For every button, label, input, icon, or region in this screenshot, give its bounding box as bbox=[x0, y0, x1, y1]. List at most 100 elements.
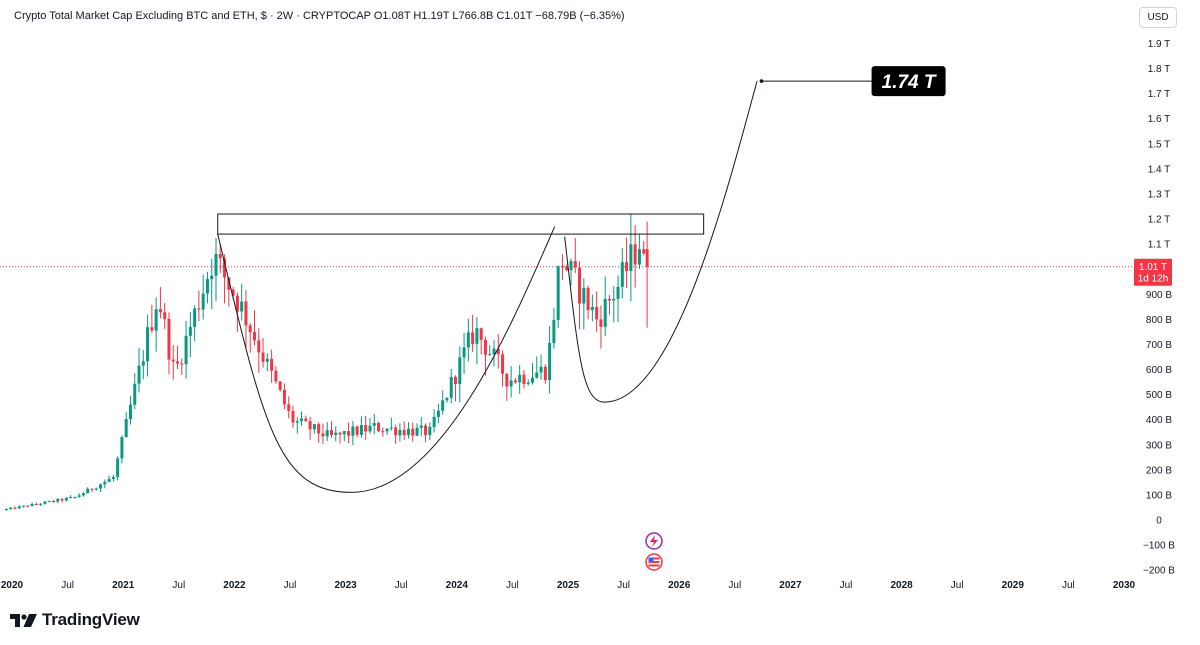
candle-body bbox=[642, 249, 646, 254]
y-tick-label: 800 B bbox=[1146, 315, 1172, 326]
x-tick-label: Jul bbox=[61, 580, 74, 591]
y-tick-label: −100 B bbox=[1143, 541, 1175, 552]
candle-body bbox=[501, 354, 505, 374]
candle bbox=[312, 423, 316, 434]
candle-body bbox=[150, 327, 154, 331]
candle-body bbox=[612, 298, 616, 301]
candle bbox=[287, 396, 291, 419]
candle-body bbox=[454, 377, 458, 385]
candle bbox=[535, 356, 539, 379]
economic-events[interactable] bbox=[645, 532, 663, 571]
candle bbox=[150, 304, 154, 333]
candle bbox=[394, 424, 398, 444]
candle bbox=[282, 383, 286, 410]
y-tick-label: 1.1 T bbox=[1148, 240, 1171, 251]
candle bbox=[428, 422, 432, 441]
candle bbox=[47, 500, 51, 502]
candle-body bbox=[445, 397, 449, 401]
candle-body bbox=[188, 326, 192, 336]
drawing-tools[interactable] bbox=[217, 79, 872, 493]
candle-body bbox=[51, 500, 55, 502]
resistance-zone-rectangle[interactable] bbox=[217, 213, 705, 235]
candle bbox=[526, 379, 530, 386]
candle-body bbox=[64, 497, 68, 501]
cup-curve-large[interactable] bbox=[217, 226, 556, 493]
candle-body bbox=[17, 506, 21, 509]
candle-body bbox=[428, 426, 432, 436]
y-tick-label: 500 B bbox=[1146, 390, 1172, 401]
x-tick-label: Jul bbox=[1062, 580, 1075, 591]
y-tick-label: 300 B bbox=[1146, 440, 1172, 451]
candle bbox=[633, 225, 637, 288]
candle bbox=[488, 345, 492, 356]
candle bbox=[616, 275, 620, 322]
candle-body bbox=[475, 328, 479, 344]
candle-body bbox=[73, 496, 77, 498]
candle-body bbox=[432, 416, 436, 427]
candle-body bbox=[355, 426, 359, 435]
candle bbox=[4, 508, 8, 511]
cup-curve-small[interactable] bbox=[564, 80, 758, 403]
candle-body bbox=[30, 503, 34, 507]
candle bbox=[411, 422, 415, 442]
candle-body bbox=[223, 258, 227, 278]
candle bbox=[90, 488, 94, 493]
candle bbox=[492, 340, 496, 367]
candle-body bbox=[518, 374, 522, 383]
candle-body bbox=[625, 262, 629, 272]
candle bbox=[385, 427, 389, 435]
price-chart[interactable]: 1.9 T 1.8 T 1.7 T 1.6 T 1.5 T 1.4 T 1.3 T 1.2 T… bbox=[0, 0, 1200, 600]
candle bbox=[398, 423, 402, 442]
candle-body bbox=[539, 366, 543, 373]
candle bbox=[342, 430, 346, 442]
tradingview-logo-icon bbox=[10, 614, 37, 627]
candle-body bbox=[483, 339, 487, 355]
target-price-callout[interactable]: 1.74 T bbox=[871, 66, 946, 97]
candle-body bbox=[338, 432, 342, 435]
candle bbox=[454, 375, 458, 402]
candle-body bbox=[244, 301, 248, 326]
candle bbox=[184, 321, 188, 379]
currency-selector[interactable]: USD bbox=[1139, 7, 1177, 28]
candle bbox=[531, 362, 535, 385]
candle-body bbox=[394, 427, 398, 436]
candle-body bbox=[599, 319, 603, 327]
candle-body bbox=[261, 352, 265, 362]
candle bbox=[180, 358, 184, 375]
candle bbox=[17, 505, 21, 509]
candle-body bbox=[163, 312, 167, 319]
candle-body bbox=[231, 289, 235, 296]
candle bbox=[274, 366, 278, 384]
candle bbox=[34, 502, 38, 505]
candle-body bbox=[552, 319, 556, 344]
candle bbox=[389, 417, 393, 431]
price-axis[interactable]: 1.9 T 1.8 T 1.7 T 1.6 T 1.5 T 1.4 T 1.3 T 1.2 T… bbox=[1143, 39, 1175, 577]
candle-body bbox=[398, 429, 402, 436]
candle bbox=[441, 390, 445, 415]
candle-body bbox=[556, 266, 560, 320]
x-tick-label: Jul bbox=[506, 580, 519, 591]
x-tick-label: Jul bbox=[172, 580, 185, 591]
us-flag-event-icon[interactable] bbox=[645, 553, 663, 571]
candle bbox=[210, 258, 214, 310]
y-tick-label: 600 B bbox=[1146, 365, 1172, 376]
candle bbox=[154, 297, 158, 352]
candle-body bbox=[582, 287, 586, 304]
y-tick-label: 700 B bbox=[1146, 340, 1172, 351]
candle bbox=[103, 479, 107, 489]
lightning-event-icon[interactable] bbox=[645, 532, 663, 550]
candle-body bbox=[171, 359, 175, 362]
candle bbox=[590, 294, 594, 322]
candle-body bbox=[573, 261, 577, 268]
candle-body bbox=[334, 432, 338, 435]
y-tick-label: 400 B bbox=[1146, 415, 1172, 426]
candle bbox=[240, 283, 244, 321]
x-tick-label: Jul bbox=[617, 580, 630, 591]
tradingview-logo[interactable]: TradingView bbox=[9, 610, 140, 630]
candle-body bbox=[578, 267, 582, 304]
target-line-anchor[interactable] bbox=[759, 79, 764, 83]
candle bbox=[9, 506, 13, 510]
time-axis[interactable]: 2020 Jul 2021 Jul 2022 Jul 2023 Jul 2024 Jul 2025 J… bbox=[1, 580, 1136, 591]
candle bbox=[496, 334, 500, 369]
candle bbox=[415, 423, 419, 437]
